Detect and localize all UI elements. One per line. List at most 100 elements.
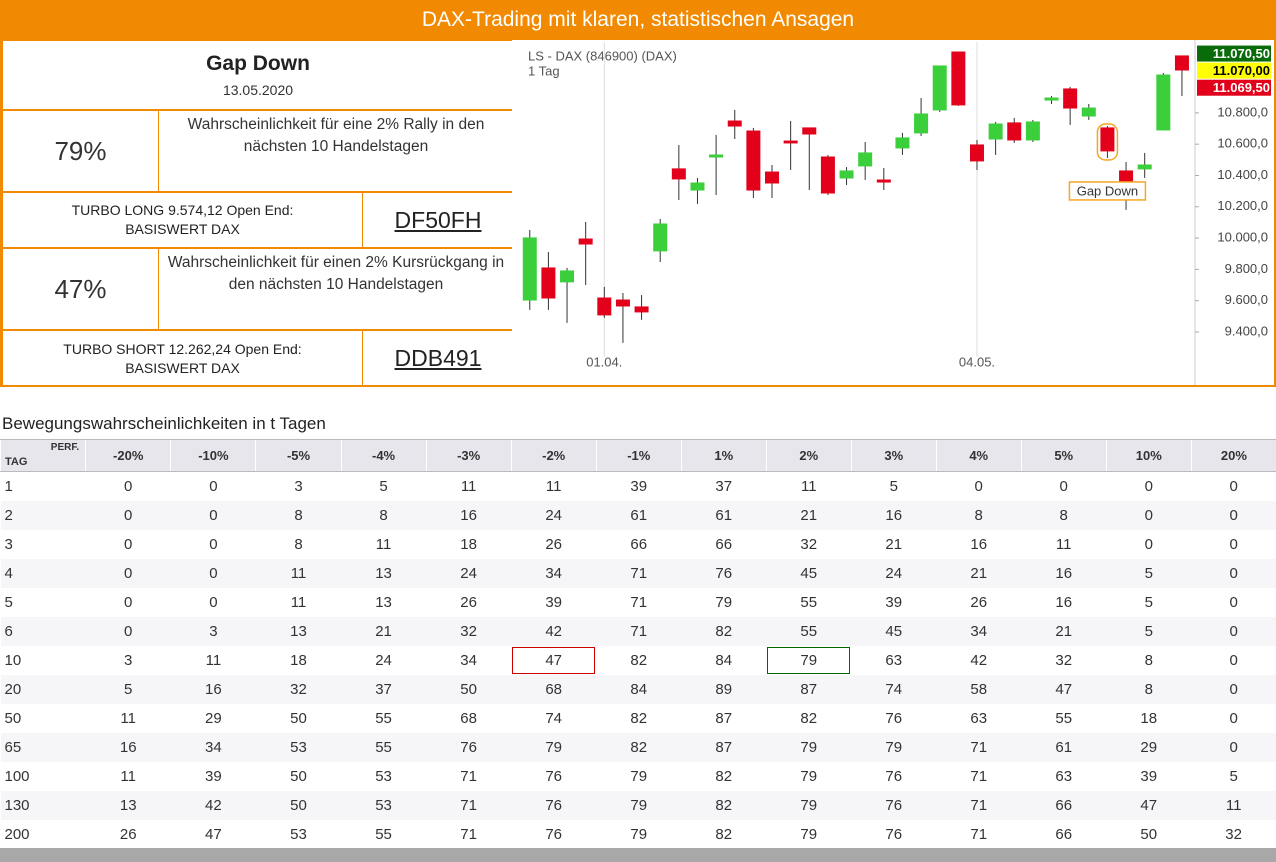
table-cell: 21 [341, 616, 427, 646]
y-tick-label: 9.400,0 [1225, 323, 1268, 338]
table-cell: 8 [936, 500, 1022, 530]
table-cell: 53 [290, 825, 307, 843]
table-cell: 26 [545, 535, 563, 553]
candle-body [653, 223, 668, 252]
table-cell: 63 [1055, 767, 1073, 785]
row-tag: 5 [4, 593, 13, 611]
table-cell: 84 [715, 651, 733, 669]
long-text: Wahrscheinlichkeit für eine 2% Rally in … [158, 110, 514, 192]
table-cell: 34 [511, 558, 597, 588]
short-wkn-link[interactable]: DDB491 [394, 345, 482, 371]
candle-body [578, 238, 593, 245]
column-header: -10% [170, 439, 256, 472]
table-row: 4 0 0 11 13 24 34 71 76 45 24 21 16 5 0 [0, 558, 1276, 588]
y-tick-label: 10.400,0 [1217, 167, 1268, 182]
candle-body [932, 65, 947, 111]
table-cell: 63 [970, 709, 988, 727]
table-cell: 68 [460, 709, 477, 727]
table-cell: 8 [294, 535, 303, 553]
table-cell: 79 [851, 732, 937, 762]
short-product-line: TURBO SHORT 12.262,24 Open End: [63, 340, 302, 357]
candle-body [522, 237, 537, 301]
table-cell: 55 [341, 732, 427, 762]
table-cell: 71 [596, 616, 682, 646]
table-cell: 0 [1191, 674, 1276, 704]
table-header: PERF. TAG -20% -10% -5% -4% -3% -2% -1% 1% 2% 3% 4… [0, 439, 1276, 472]
table-cell: 79 [715, 593, 733, 611]
table-cell: 76 [545, 767, 563, 785]
table-cell: 5 [1144, 593, 1153, 611]
candle-body [727, 120, 742, 127]
table-cell: 82 [630, 651, 648, 669]
table-cell: 18 [290, 651, 307, 669]
table-cell: 0 [1229, 651, 1238, 669]
long-wkn-link[interactable]: DF50FH [394, 206, 482, 233]
table-cell: 0 [209, 477, 218, 495]
table-cell: 16 [1021, 558, 1107, 588]
table-row: 130 13 42 50 53 71 76 79 82 79 76 71 66 47 11 [0, 790, 1276, 820]
table-cell: 8 [1021, 500, 1107, 530]
table-cell: 21 [1021, 616, 1107, 646]
table-cell: 32 [800, 535, 818, 553]
column-header: -20% [85, 439, 171, 472]
table-cell: 42 [970, 651, 988, 669]
table-cell: 13 [341, 558, 427, 588]
table-cell: 76 [851, 790, 937, 820]
table-cell: 16 [970, 535, 988, 553]
table-cell: 29 [205, 709, 222, 727]
table-cell: 8 [341, 500, 427, 530]
table-cell: 11 [120, 767, 136, 785]
table-cell: 71 [630, 593, 648, 611]
table-cell: 8 [1144, 651, 1153, 669]
row-tag: 65 [0, 732, 86, 762]
table-cell: 0 [1106, 500, 1192, 530]
table-cell: 71 [970, 825, 988, 843]
candle-body [1063, 88, 1078, 109]
candle-body [597, 297, 612, 316]
table-cell: 68 [511, 674, 597, 704]
short-product: TURBO SHORT 12.262,24 Open End: BASISWER… [2, 330, 363, 387]
table-cell: 76 [511, 790, 597, 820]
table-cell: 13 [255, 616, 342, 646]
table-cell: 61 [1021, 732, 1107, 762]
candle-body [1156, 74, 1171, 131]
row-tag: 200 [4, 825, 30, 843]
table-cell: 21 [766, 500, 852, 530]
table-row: 100 11 39 50 53 71 76 79 82 79 76 71 63 39 5 [1, 762, 1276, 791]
y-tick-label: 10.200,0 [1217, 198, 1268, 213]
table-cell: 3 [170, 616, 256, 646]
chart: LS - DAX (846900) (DAX) 1 Tag 01.04. 04.0… [512, 40, 1274, 385]
corner-top: PERF. [50, 442, 80, 453]
corner-bottom: TAG [5, 456, 28, 468]
table-row: 10 3 11 18 24 34 47 82 84 79 63 42 32 8 0 [1, 646, 1276, 675]
table-cell: 16 [1055, 593, 1073, 611]
table-cell: 79 [766, 790, 852, 820]
table-cell: 50 [290, 767, 307, 785]
table-cell: 0 [85, 616, 171, 646]
x-tick-label: 01.04. [586, 354, 622, 369]
table-cell: 71 [936, 732, 1022, 762]
table-cell: 8 [255, 500, 342, 530]
table-cell: 11 [375, 535, 392, 553]
table-cell: 18 [1140, 709, 1158, 727]
candle-body [783, 140, 798, 144]
column-header: -2% [510, 439, 597, 472]
table-cell: 3 [124, 651, 133, 669]
table-cell: 24 [375, 651, 392, 669]
table-row: 2 0 0 8 8 16 24 61 61 21 16 8 8 0 0 [0, 500, 1276, 530]
table-cell: 0 [1191, 616, 1276, 646]
table-cell: 82 [596, 732, 682, 762]
annotation-highlight [1096, 123, 1119, 161]
header-title: DAX-Trading mit klaren, statistischen An… [0, 0, 1276, 40]
column-header: -1% [595, 439, 682, 472]
table-cell: 50 [426, 674, 512, 704]
table-row: 1 0 0 3 5 11 11 39 37 11 5 0 0 0 0 [1, 472, 1276, 501]
table-cell: 0 [1229, 477, 1238, 495]
row-tag: 100 [4, 767, 30, 785]
table-cell: 18 [460, 535, 477, 553]
table-row: 65 16 34 53 55 76 79 82 87 79 79 71 61 29 0 [0, 732, 1276, 762]
candle-body [746, 130, 761, 191]
table-cell: 0 [85, 500, 171, 530]
table-cell: 79 [766, 646, 851, 675]
